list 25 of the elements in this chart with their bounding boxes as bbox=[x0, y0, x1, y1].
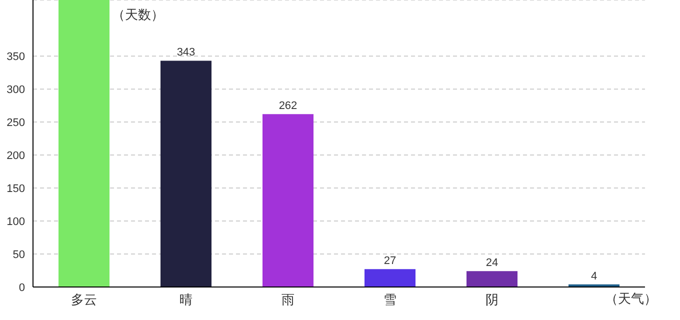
x-tick-label: 雪 bbox=[384, 292, 396, 308]
x-axis-title: （天气） bbox=[605, 290, 657, 308]
y-axis-title: （天数） bbox=[112, 6, 164, 24]
y-tick-label: 200 bbox=[6, 150, 25, 162]
data-label: 262 bbox=[278, 100, 298, 112]
bar bbox=[364, 269, 416, 287]
bar bbox=[466, 271, 518, 287]
data-label: 343 bbox=[176, 46, 196, 59]
y-tick-label: 300 bbox=[6, 84, 25, 96]
y-tick-label: 350 bbox=[6, 50, 25, 63]
data-label: 27 bbox=[384, 255, 396, 268]
y-tick-label: 100 bbox=[6, 216, 25, 228]
y-tick-label: 150 bbox=[6, 182, 25, 195]
x-tick-label: 晴 bbox=[180, 292, 192, 308]
data-label: 24 bbox=[486, 257, 498, 270]
y-tick-label: 0 bbox=[18, 282, 25, 294]
x-tick-label: 多云 bbox=[71, 292, 97, 308]
data-label: 4 bbox=[590, 270, 598, 282]
y-tick-label: 250 bbox=[6, 116, 25, 129]
x-tick-label: 阴 bbox=[486, 292, 498, 308]
bar bbox=[160, 60, 212, 287]
x-tick-label: 雨 bbox=[282, 292, 294, 308]
bar bbox=[262, 114, 314, 287]
y-tick-label: 50 bbox=[12, 248, 25, 261]
bar bbox=[58, 0, 110, 287]
